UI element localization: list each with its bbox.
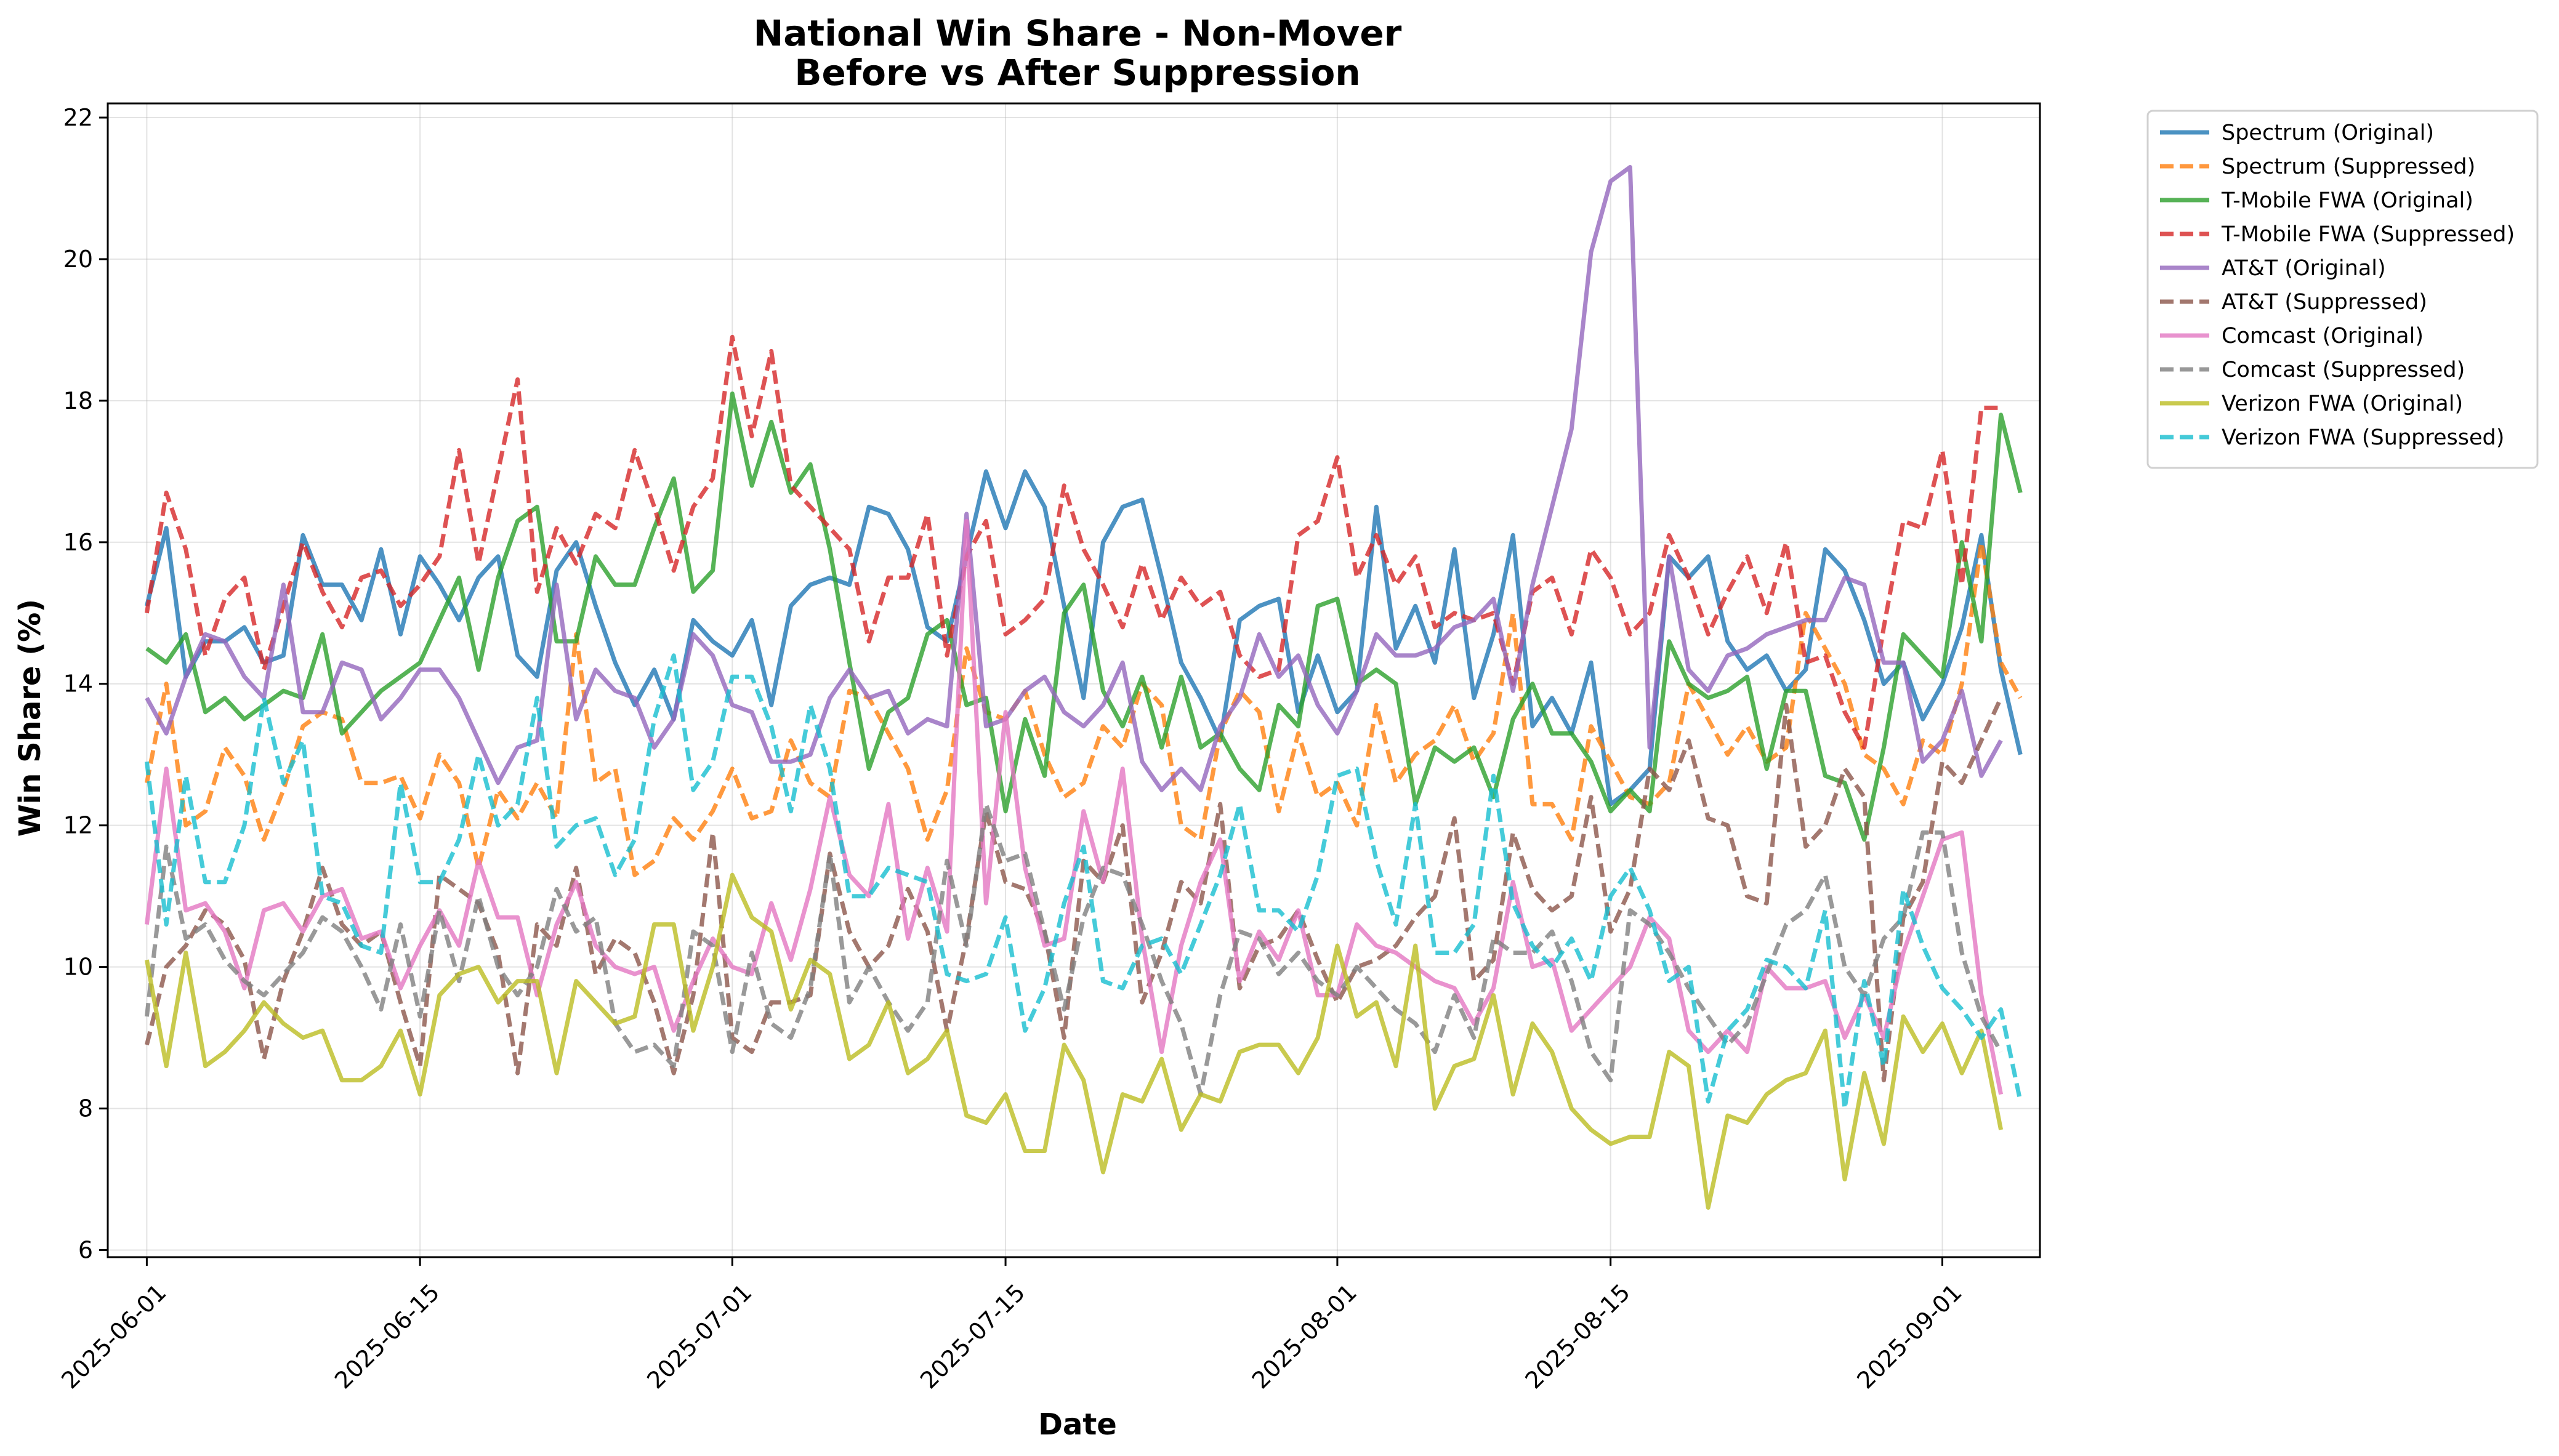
legend-label: Comcast (Suppressed) xyxy=(2222,358,2465,382)
y-tick-label: 12 xyxy=(63,812,93,839)
series-line-verizon-fwa-original xyxy=(144,872,2004,1210)
y-tick-label: 20 xyxy=(63,246,93,273)
legend-label: Verizon FWA (Suppressed) xyxy=(2222,425,2504,450)
series-line-t-mobile-fwa-suppressed xyxy=(144,334,2001,750)
chart-title: National Win Share - Non-Mover xyxy=(754,12,1402,54)
series-line-comcast-original xyxy=(144,518,2004,1095)
series-line-at-t-original xyxy=(145,165,2003,792)
series-line-t-mobile-fwa-original xyxy=(145,391,2023,842)
series-line-at-t-suppressed xyxy=(145,697,2003,1083)
series-line-spectrum-suppressed xyxy=(144,540,2023,877)
legend-label: Spectrum (Original) xyxy=(2222,121,2434,145)
legend-frame xyxy=(2146,110,2539,469)
y-tick-label: 10 xyxy=(63,954,93,981)
legend-label: Verizon FWA (Original) xyxy=(2222,392,2463,416)
y-axis-label: Win Share (%) xyxy=(13,599,47,837)
y-tick-label: 22 xyxy=(63,104,93,131)
chart-subtitle: Before vs After Suppression xyxy=(794,52,1360,94)
series-line-verizon-fwa-suppressed xyxy=(144,653,2023,1111)
legend: Spectrum (Original) Spectrum (Suppressed)… xyxy=(2146,110,2539,469)
legend-label: Comcast (Original) xyxy=(2222,324,2424,348)
x-axis-label: Date xyxy=(1038,1407,1117,1442)
legend-label: T-Mobile FWA (Original) xyxy=(2221,188,2473,213)
y-tick-label: 16 xyxy=(63,529,93,556)
series-line-spectrum-original xyxy=(145,469,2023,806)
y-tick-label: 6 xyxy=(78,1237,93,1264)
y-tick-label: 18 xyxy=(63,387,93,414)
y-tick-label: 14 xyxy=(63,670,93,698)
y-tick-label: 8 xyxy=(78,1095,93,1122)
series-lines xyxy=(144,165,2023,1210)
legend-label: AT&T (Suppressed) xyxy=(2222,290,2427,315)
plot-frame xyxy=(107,102,2041,1258)
legend-label: AT&T (Original) xyxy=(2222,256,2386,281)
y-axis-ticks: 6 8 10 12 14 16 18 20 22 xyxy=(63,104,108,1264)
legend-label: Spectrum (Suppressed) xyxy=(2222,155,2475,179)
legend-label: T-Mobile FWA (Suppressed) xyxy=(2221,222,2515,247)
